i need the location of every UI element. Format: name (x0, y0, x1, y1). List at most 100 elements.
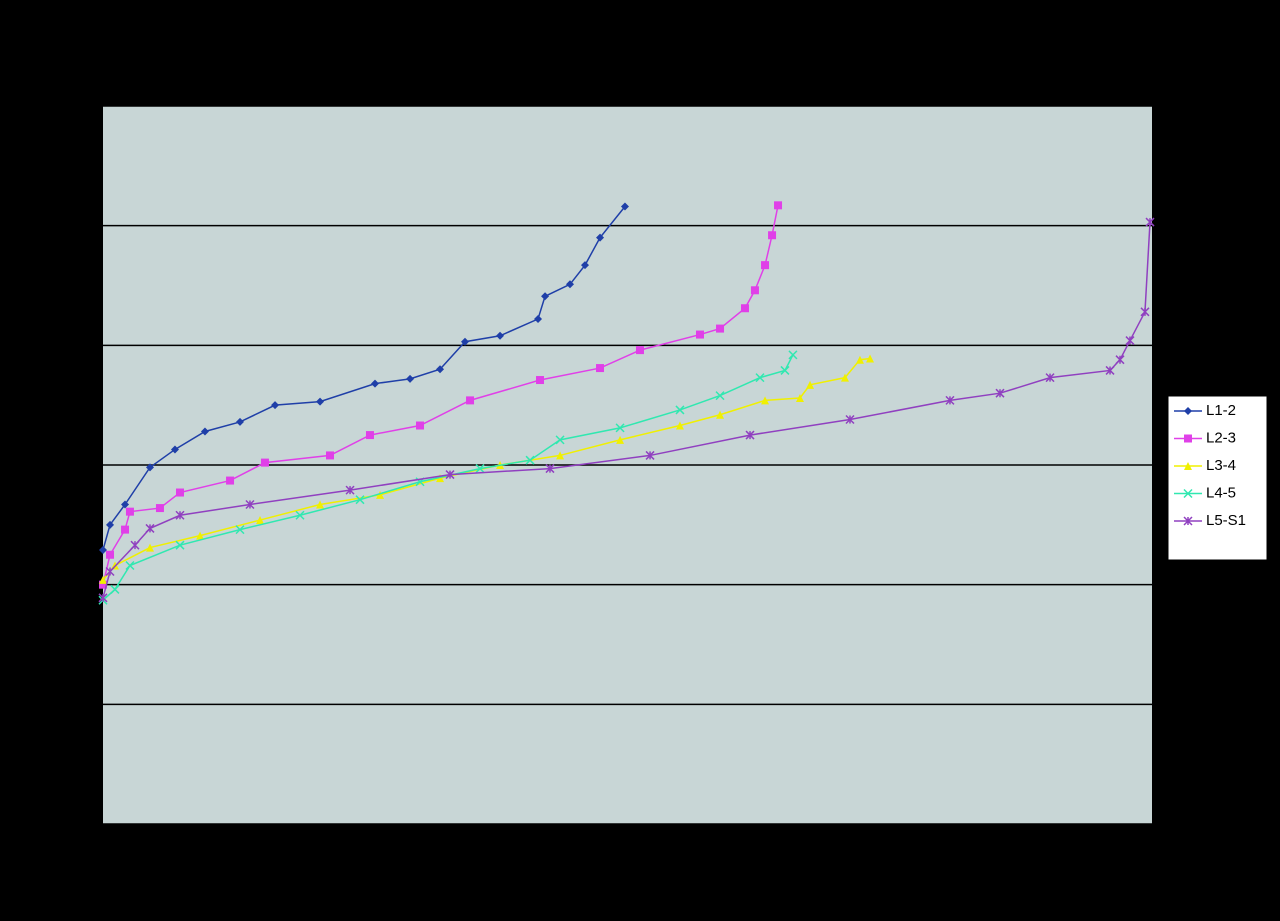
marker (461, 337, 470, 346)
marker (695, 330, 704, 339)
marker (445, 470, 455, 480)
legend-label: L5-S1 (1206, 512, 1246, 529)
marker (806, 380, 815, 389)
marker (675, 405, 685, 415)
marker (175, 540, 185, 550)
marker (145, 523, 155, 533)
marker (121, 525, 130, 534)
marker (761, 396, 770, 405)
marker (855, 355, 864, 364)
series-line (102, 205, 779, 585)
marker (406, 374, 415, 383)
legend-label: L1-2 (1206, 402, 1236, 419)
marker (145, 463, 154, 472)
marker (106, 520, 115, 529)
marker (235, 417, 244, 426)
marker (1184, 434, 1192, 443)
legend-label: L4-5 (1206, 484, 1236, 501)
marker (945, 395, 955, 405)
marker (716, 324, 725, 333)
marker (226, 476, 235, 485)
marker (145, 543, 154, 552)
marker (740, 304, 749, 313)
marker (170, 445, 179, 454)
marker (1105, 365, 1115, 375)
marker (556, 451, 565, 460)
marker (566, 280, 575, 289)
marker (581, 261, 590, 270)
y-tick-label: 3 (85, 456, 93, 473)
marker (271, 401, 280, 410)
marker (376, 490, 385, 499)
marker (1140, 307, 1150, 317)
marker (536, 376, 545, 385)
marker (355, 495, 365, 505)
marker (295, 510, 305, 520)
marker (365, 431, 374, 440)
marker (525, 455, 535, 465)
marker (99, 580, 107, 589)
marker (316, 500, 325, 509)
marker (866, 354, 875, 363)
marker (371, 379, 380, 388)
marker (260, 458, 269, 467)
marker (1115, 355, 1125, 365)
marker (99, 575, 107, 584)
marker (235, 525, 245, 535)
marker (645, 450, 655, 460)
marker (475, 464, 485, 474)
y-tick-label: 5 (85, 217, 93, 234)
marker (716, 410, 725, 419)
marker (99, 545, 107, 554)
marker (175, 488, 184, 497)
marker (840, 373, 849, 382)
marker (750, 286, 759, 295)
marker (1184, 462, 1192, 470)
marker (466, 396, 475, 405)
y-tick-label: 4 (85, 336, 93, 353)
marker (130, 540, 140, 550)
marker (416, 421, 425, 430)
marker (1045, 373, 1055, 383)
legend-label: L2-3 (1206, 429, 1236, 446)
marker (995, 388, 1005, 398)
marker (616, 435, 625, 444)
marker (761, 261, 770, 270)
y-tick-label: 6 (85, 97, 93, 114)
marker (326, 451, 335, 460)
marker (345, 485, 355, 495)
marker (496, 331, 505, 340)
marker (845, 414, 855, 425)
marker (774, 201, 783, 210)
marker (795, 393, 804, 402)
marker (106, 550, 115, 559)
y-tick-label: 0 (85, 815, 93, 832)
marker (110, 584, 120, 594)
legend-box (1167, 395, 1268, 561)
marker (200, 427, 209, 436)
marker (125, 507, 134, 516)
marker (98, 593, 108, 603)
marker (316, 397, 325, 406)
marker (1184, 407, 1192, 415)
series-line (102, 206, 626, 551)
marker (620, 202, 629, 211)
marker (196, 531, 205, 540)
marker (175, 510, 185, 520)
marker (121, 500, 130, 509)
marker (436, 474, 445, 483)
marker (768, 231, 777, 240)
marker (436, 365, 445, 374)
marker (596, 364, 605, 373)
marker (1145, 217, 1155, 227)
marker (256, 516, 265, 525)
y-tick-label: 2 (85, 576, 93, 593)
marker (105, 566, 115, 577)
marker (755, 373, 765, 383)
marker (555, 435, 565, 445)
marker (715, 391, 725, 401)
marker (534, 315, 543, 324)
y-tick-label: 1 (85, 695, 93, 712)
